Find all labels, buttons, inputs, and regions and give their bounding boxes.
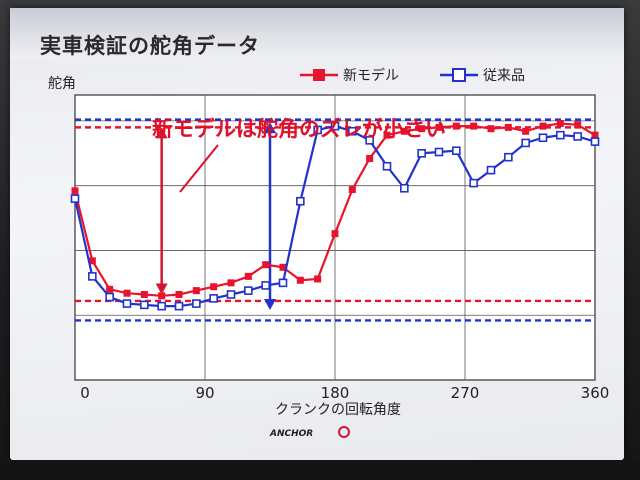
data-point-new-model — [435, 123, 443, 131]
data-point-new-model — [452, 122, 460, 130]
data-point-new-model — [556, 120, 564, 127]
data-point-conventional — [174, 301, 184, 311]
data-point-new-model — [383, 131, 391, 139]
range-arrow-head-top — [155, 127, 168, 139]
legend-marker-conventional — [452, 68, 466, 82]
data-point-new-model — [296, 276, 304, 284]
room-floor — [0, 460, 640, 480]
data-point-new-model — [574, 121, 582, 129]
data-point-new-model — [470, 122, 478, 130]
data-point-conventional — [261, 281, 270, 290]
range-arrow-head-bottom — [264, 299, 276, 311]
data-point-conventional — [573, 132, 582, 141]
data-point-new-model — [504, 123, 512, 131]
data-point-new-model — [175, 291, 183, 298]
data-point-conventional — [348, 126, 357, 136]
data-point-new-model — [366, 154, 374, 162]
data-point-new-model — [262, 261, 270, 269]
data-point-new-model — [192, 287, 200, 295]
annotation-text: 新モデルは舵角のズレが小さい — [152, 117, 446, 141]
data-point-conventional — [382, 161, 392, 171]
slide-title: 実車検証の舵角データ — [40, 34, 260, 58]
x-tick-label: 360 — [581, 384, 610, 402]
data-point-conventional — [330, 121, 340, 131]
data-point-new-model — [279, 263, 287, 271]
data-point-new-model — [140, 291, 148, 298]
legend-label-new-model: 新モデル — [343, 67, 399, 84]
anchor-logo-text: ANCHOR — [269, 429, 313, 439]
data-point-conventional — [296, 196, 305, 206]
data-point-new-model — [591, 131, 599, 139]
slide-title-bar: 実車検証の舵角データ — [10, 8, 624, 60]
data-point-conventional — [122, 299, 132, 308]
chart-series — [70, 120, 600, 311]
data-point-conventional — [504, 152, 513, 162]
legend-label-conventional: 従来品 — [483, 68, 525, 84]
data-point-new-model — [539, 122, 547, 130]
x-tick-label: 180 — [321, 384, 350, 402]
data-point-conventional — [88, 272, 97, 281]
data-point-conventional — [70, 194, 80, 203]
range-arrows — [155, 122, 276, 311]
data-point-conventional — [452, 146, 461, 156]
data-point-conventional — [192, 299, 201, 308]
data-point-conventional — [313, 125, 322, 135]
data-point-conventional — [590, 137, 600, 146]
data-point-conventional — [486, 165, 496, 175]
data-point-new-model — [244, 272, 252, 280]
y-axis-label: 舵角 — [48, 76, 76, 92]
data-point-new-model — [227, 279, 235, 287]
data-point-conventional — [226, 290, 236, 299]
range-arrow-head-bottom — [155, 283, 168, 295]
data-point-new-model — [71, 187, 79, 195]
data-point-conventional — [434, 147, 444, 157]
data-point-new-model — [123, 289, 131, 297]
data-point-conventional — [556, 130, 565, 140]
data-point-conventional — [157, 301, 166, 311]
x-axis-label: クランクの回転角度 — [275, 402, 401, 418]
data-point-conventional — [140, 300, 149, 310]
anchor-logo-mark — [338, 426, 350, 438]
data-point-conventional — [278, 278, 288, 288]
chart-legend: 新モデル 従来品 — [300, 67, 525, 84]
data-point-conventional — [105, 292, 114, 302]
anchor-logo: ANCHOR — [269, 426, 350, 439]
data-point-new-model — [158, 292, 166, 300]
data-point-conventional — [469, 178, 478, 188]
data-point-conventional — [538, 133, 548, 143]
data-point-conventional — [365, 136, 374, 145]
data-point-new-model — [210, 283, 218, 291]
data-point-new-model — [487, 125, 495, 133]
data-point-new-model — [88, 257, 96, 265]
data-point-new-model — [106, 285, 114, 293]
data-point-conventional — [417, 148, 426, 158]
x-tick-label: 0 — [80, 384, 90, 402]
data-point-conventional — [244, 286, 253, 295]
x-tick-label: 270 — [451, 384, 480, 402]
data-point-conventional — [209, 294, 218, 303]
data-point-new-model — [418, 125, 426, 133]
legend-marker-new-model — [313, 69, 325, 81]
data-point-new-model — [522, 127, 530, 135]
x-tick-label: 90 — [195, 384, 214, 402]
data-point-new-model — [348, 186, 356, 194]
data-point-new-model — [400, 127, 408, 135]
range-arrow-head-top — [264, 122, 276, 134]
data-point-new-model — [314, 275, 322, 283]
x-tick-labels: 0 90 180 270 360 — [80, 384, 609, 402]
data-point-conventional — [400, 183, 409, 193]
annotation-pointer — [179, 144, 219, 193]
data-point-conventional — [521, 138, 530, 148]
data-point-new-model — [331, 230, 339, 238]
